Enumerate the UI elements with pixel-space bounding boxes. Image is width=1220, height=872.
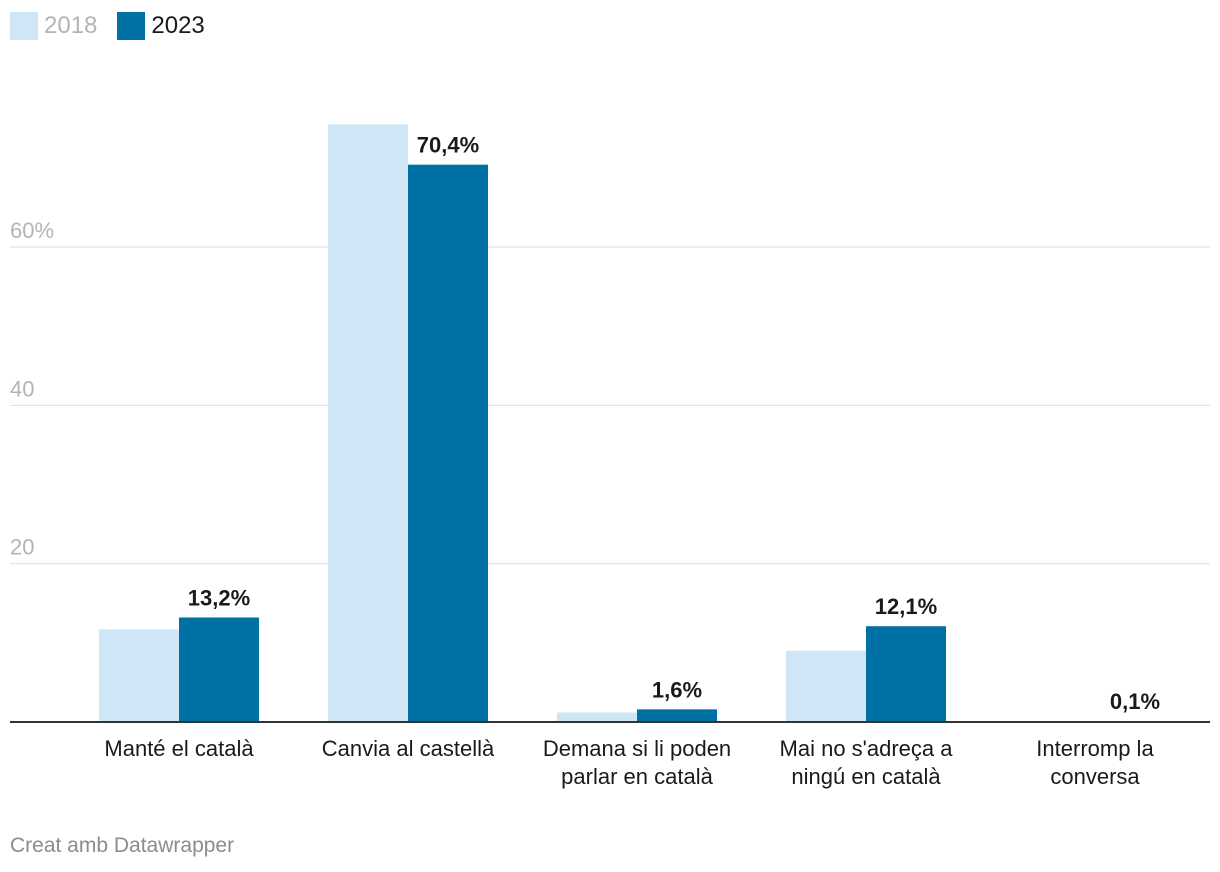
legend-item-2018[interactable]: 2018: [10, 12, 97, 40]
data-label-2023-2: 1,6%: [652, 677, 702, 702]
bar-2018-0: [99, 629, 179, 722]
category-label-4: Interromp la conversa: [1036, 736, 1154, 789]
y-tick-label-40: 40: [10, 376, 34, 401]
legend-swatch-2023: [117, 12, 146, 40]
data-label-2023-3: 12,1%: [875, 594, 937, 619]
bar-2023-3: [866, 626, 946, 722]
bar-2018-1: [328, 124, 408, 722]
data-label-2023-0: 13,2%: [188, 586, 250, 611]
category-label-1: Canvia al castellà: [322, 736, 495, 761]
category-label-0: Manté el català: [104, 736, 254, 761]
bar-2023-2: [637, 709, 717, 722]
y-tick-label-20: 20: [10, 535, 34, 560]
data-label-2023-1: 70,4%: [417, 133, 479, 158]
bar-2023-1: [408, 164, 488, 722]
bar-2023-0: [179, 617, 259, 722]
credit-text[interactable]: Creat amb Datawrapper: [10, 834, 235, 857]
legend-swatch-2018: [10, 12, 38, 40]
y-tick-label-60: 60%: [10, 218, 54, 243]
legend-label-2023: 2023: [151, 12, 205, 39]
legend: 2018 2023: [10, 12, 205, 40]
category-label-2: Demana si li poden parlar en català: [543, 736, 731, 789]
bar-2018-2: [557, 712, 637, 722]
bar-2018-3: [786, 650, 866, 722]
legend-label-2018: 2018: [44, 12, 98, 39]
data-label-2023-4: 0,1%: [1110, 689, 1160, 714]
category-label-3: Mai no s'adreça a ningú en català: [780, 736, 954, 789]
legend-item-2023[interactable]: 2023: [117, 12, 205, 40]
